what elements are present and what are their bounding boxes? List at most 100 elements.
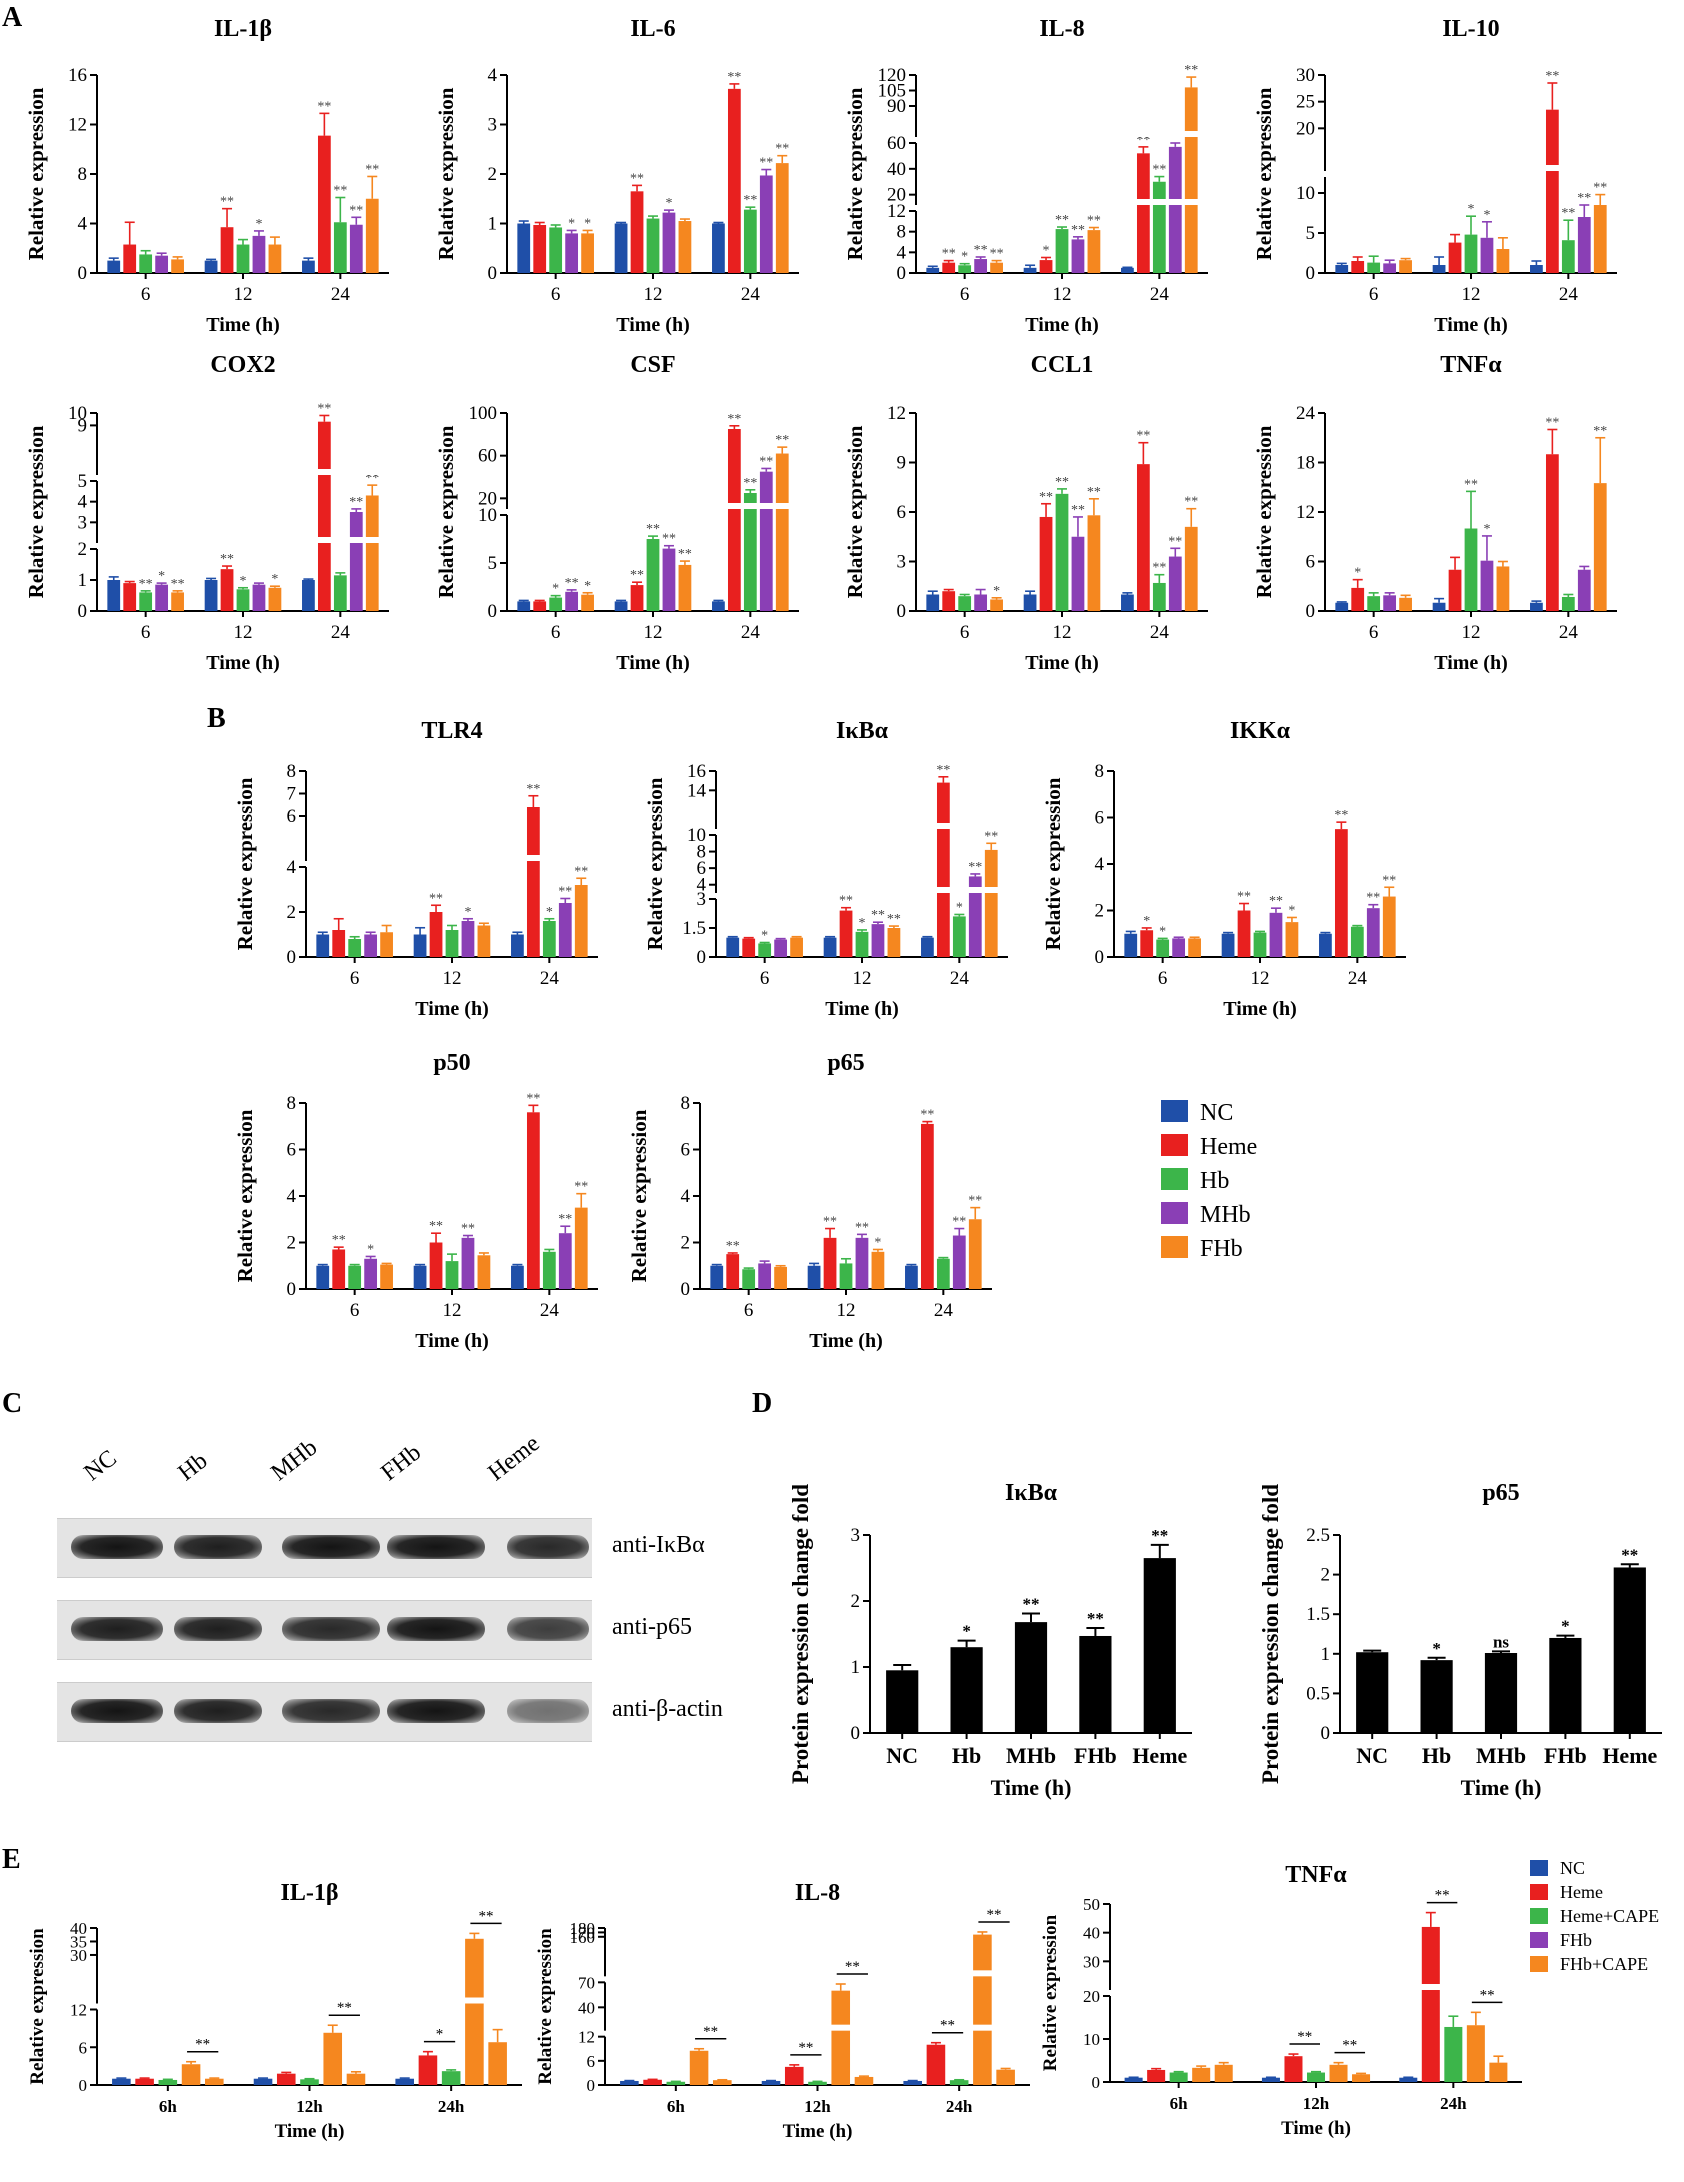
x-axis-label: Time (h)	[1025, 652, 1099, 674]
significance-mark: **	[1545, 416, 1559, 431]
y-tick-label: 20	[478, 488, 497, 509]
significance-mark: **	[1593, 424, 1607, 439]
x-tick-label: FHb	[1074, 1743, 1117, 1768]
bar-heme	[942, 262, 956, 273]
y-axis-label: Relative expression	[434, 87, 458, 260]
bar-nc	[517, 223, 531, 273]
bar-heme	[1147, 2069, 1166, 2082]
bar-mhb	[1168, 556, 1182, 611]
blot-lane-heme: Heme	[483, 1430, 545, 1487]
y-tick-label: 8	[697, 842, 707, 863]
y-tick-label: 1	[851, 1657, 861, 1678]
bar-mhb	[774, 939, 788, 957]
x-tick-label: 24	[741, 284, 761, 305]
legend-swatch	[1161, 1100, 1188, 1122]
y-tick-label: 35	[70, 1932, 87, 1951]
significance-mark: **	[887, 912, 901, 927]
axis-break-gap	[1327, 165, 1619, 171]
bar-mhb	[1480, 560, 1494, 611]
x-tick-label: 24	[1348, 968, 1368, 989]
bar-fhb	[1399, 597, 1412, 611]
significance-mark: *	[1483, 208, 1490, 223]
bar-heme	[533, 224, 547, 273]
bar-hb	[936, 1258, 950, 1289]
y-tick-label: 10	[478, 505, 497, 526]
x-axis-label: Time (h)	[991, 1775, 1072, 1800]
bar-fhb-cape	[488, 2042, 507, 2085]
legends-layer: NC Heme Hb MHb FHb NC Heme Heme+CAPE FHb FHb+CAPE	[1161, 1100, 1659, 1974]
bar-heme	[1136, 153, 1150, 273]
bar-nc	[302, 260, 315, 273]
bar-heme-cape	[949, 2080, 969, 2085]
bar-nc	[1221, 933, 1235, 957]
bar-nc	[921, 937, 934, 957]
significance-mark: **	[759, 156, 773, 171]
y-tick-label: 0	[851, 1723, 861, 1744]
bar-fhb	[871, 1251, 885, 1289]
chart-title: IL-8	[795, 1880, 840, 1906]
y-tick-label: 12	[578, 2028, 595, 2047]
significance-mark: *	[1354, 566, 1361, 581]
bar-fhb	[323, 2032, 343, 2085]
significance-mark: **	[1480, 1987, 1495, 2003]
blot-antibody-label: anti-β-actin	[612, 1696, 723, 1722]
chart-title: IL-1β	[281, 1880, 339, 1906]
bar-heme	[332, 930, 346, 957]
western-blot-panel: NC Hb MHb FHb Heme anti-IκBα anti-p65 anti-β-a…	[0, 1400, 740, 1742]
legend-label: Heme	[1200, 1134, 1257, 1160]
axis-break-gap	[718, 887, 1010, 893]
bar-hb	[333, 575, 347, 611]
bar-mhb	[349, 224, 363, 273]
bar-hb	[855, 931, 869, 957]
x-tick-label: 24	[331, 284, 351, 305]
significance-mark: **	[630, 171, 644, 186]
bar-fhb	[1496, 249, 1510, 273]
x-tick-label: 6	[760, 968, 770, 989]
bar-fhb	[181, 2064, 201, 2085]
bar-fhb	[1192, 2067, 1211, 2082]
bar-nc	[1121, 267, 1134, 273]
bar-mhb	[1168, 146, 1182, 273]
bar-nc	[710, 1265, 724, 1289]
bar-heme	[643, 2079, 662, 2085]
blot-band	[387, 1535, 485, 1559]
bar-heme-cape	[1306, 2072, 1326, 2082]
significance-mark: **	[727, 412, 741, 427]
bar-mhb	[1172, 938, 1186, 957]
x-axis-label: Time (h)	[809, 1330, 883, 1352]
bar-fhb-cape	[1352, 2074, 1371, 2082]
significance-mark: **	[1621, 1545, 1638, 1564]
y-axis-label: Relative expression	[843, 425, 867, 598]
y-axis-label: Protein expression change fold	[788, 1484, 813, 1784]
x-tick-label: 24	[741, 622, 761, 643]
blot-strip	[57, 1600, 592, 1660]
significance-mark: **	[558, 885, 572, 900]
significance-mark: **	[839, 894, 853, 909]
y-tick-label: 12	[887, 403, 906, 424]
bar-mhb	[871, 924, 885, 957]
y-tick-label: 0	[287, 947, 297, 968]
bar-nc	[1432, 602, 1446, 611]
x-tick-label: 12	[1053, 284, 1072, 305]
bar-nc	[316, 1265, 330, 1289]
significance-mark: **	[630, 568, 644, 583]
blot-band	[387, 1699, 485, 1723]
x-axis-label: Time (h)	[275, 2121, 345, 2142]
bar-mhb	[974, 259, 988, 273]
significance-mark: *	[367, 1242, 374, 1257]
bar-heme	[1039, 260, 1053, 273]
bar-mhb	[1071, 239, 1085, 273]
x-tick-label: 6	[551, 622, 561, 643]
bar-fhb	[268, 244, 282, 273]
y-tick-label: 4	[681, 1186, 691, 1207]
significance-mark: **	[920, 1108, 934, 1123]
blot-band	[71, 1699, 163, 1723]
y-tick-label: 40	[887, 159, 906, 180]
bar-heme	[1448, 242, 1462, 273]
bar-fhb-cape	[996, 2069, 1015, 2085]
bar-fhb	[973, 1934, 992, 2085]
x-tick-label: MHb	[1006, 1743, 1056, 1768]
bar-hb	[1350, 926, 1364, 957]
